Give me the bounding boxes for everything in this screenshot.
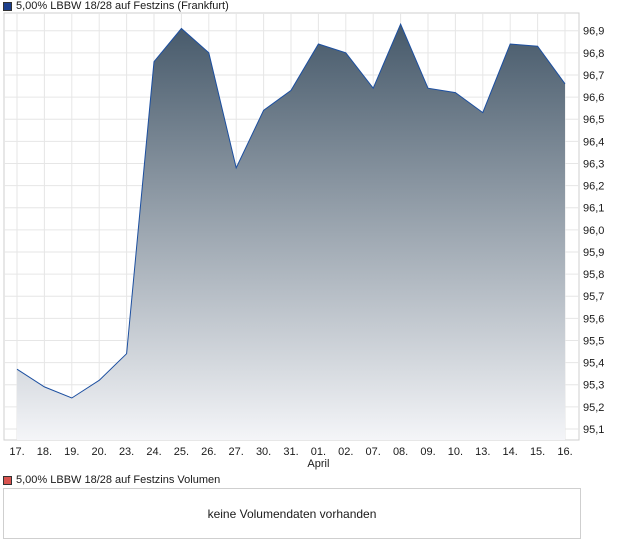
y-tick-label: 96,9 <box>583 26 604 38</box>
x-tick-label: 30. <box>256 446 271 458</box>
x-tick-label: 19. <box>64 446 79 458</box>
x-tick-label: 25. <box>174 446 189 458</box>
volume-legend-swatch <box>3 475 12 485</box>
y-tick-label: 96,4 <box>583 136 604 148</box>
x-tick-label: 10. <box>448 446 463 458</box>
x-tick-label: 14. <box>503 446 518 458</box>
x-tick-label: 24. <box>146 446 161 458</box>
y-tick-label: 95,7 <box>583 291 604 303</box>
x-tick-label: 07. <box>366 446 381 458</box>
price-area <box>16 22 566 440</box>
price-area-fill <box>17 24 565 440</box>
y-tick-label: 95,1 <box>583 424 604 436</box>
x-tick-label: 02. <box>338 446 353 458</box>
y-tick-label: 96,0 <box>583 225 604 237</box>
volume-legend: 5,00% LBBW 18/28 auf Festzins Volumen <box>3 474 220 486</box>
y-tick-label: 95,4 <box>583 358 604 370</box>
x-tick-label: 17. <box>9 446 24 458</box>
x-tick-label: 20. <box>92 446 107 458</box>
volume-legend-label: 5,00% LBBW 18/28 auf Festzins Volumen <box>16 474 221 486</box>
x-tick-label: 13. <box>475 446 490 458</box>
y-tick-label: 96,5 <box>583 114 604 126</box>
y-axis: 96,9 96,8 96,7 96,6 96,5 96,4 96,3 96,2 96,1 96,0… <box>583 26 604 436</box>
x-month-label: April <box>307 458 329 470</box>
price-legend-label: 5,00% LBBW 18/28 auf Festzins (Frankfurt… <box>16 0 229 12</box>
volume-panel: keine Volumendaten vorhanden <box>3 488 581 539</box>
x-tick-label: 26. <box>201 446 216 458</box>
x-tick-label: 27. <box>229 446 244 458</box>
y-tick-label: 95,3 <box>583 380 604 392</box>
y-tick-label: 95,8 <box>583 269 604 281</box>
x-tick-label: 01. <box>311 446 326 458</box>
y-tick-label: 95,2 <box>583 402 604 414</box>
y-tick-label: 95,9 <box>583 247 604 259</box>
price-chart: 96,9 96,8 96,7 96,6 96,5 96,4 96,3 96,2 96,1 96,0… <box>3 12 604 470</box>
y-tick-label: 96,6 <box>583 92 604 104</box>
y-tick-label: 95,5 <box>583 335 604 347</box>
price-legend-swatch <box>3 1 12 11</box>
y-tick-label: 96,8 <box>583 48 604 60</box>
y-tick-label: 95,6 <box>583 313 604 325</box>
x-tick-label: 31. <box>283 446 298 458</box>
y-tick-label: 96,1 <box>583 203 604 215</box>
price-legend: 5,00% LBBW 18/28 auf Festzins (Frankfurt… <box>3 0 229 12</box>
y-tick-label: 96,2 <box>583 181 604 193</box>
x-tick-label: 16. <box>557 446 572 458</box>
x-tick-label: 09. <box>420 446 435 458</box>
x-tick-label: 08. <box>393 446 408 458</box>
x-tick-label: 23. <box>119 446 134 458</box>
x-tick-label: 18. <box>37 446 52 458</box>
x-axis: 17. 18. 19. 20. 23. 24. 25. 26. 27. 30. 31. 01.Apri… <box>9 446 572 470</box>
x-tick-label: 15. <box>530 446 545 458</box>
no-volume-message: keine Volumendaten vorhanden <box>207 506 377 521</box>
y-tick-label: 96,3 <box>583 158 604 170</box>
y-tick-label: 96,7 <box>583 70 604 82</box>
